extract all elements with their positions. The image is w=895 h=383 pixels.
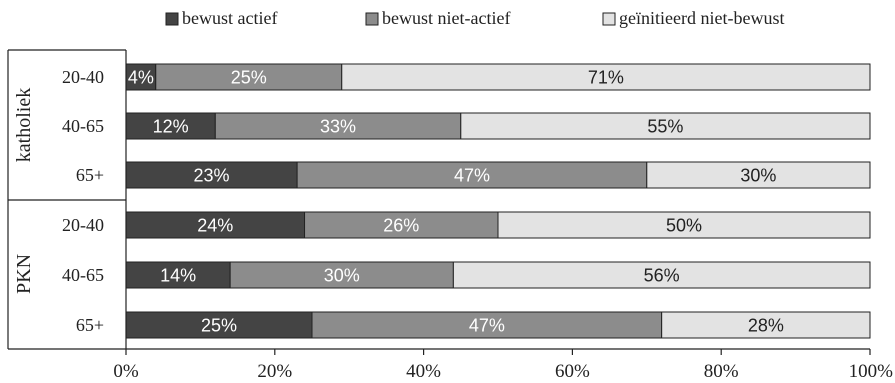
category-label: 40-65 xyxy=(62,116,104,136)
legend-swatch-2 xyxy=(365,12,379,26)
legend-swatch-3 xyxy=(602,12,616,26)
group-label: katholiek xyxy=(13,88,35,162)
bar-segment xyxy=(214,112,462,140)
bar-segment xyxy=(341,63,871,91)
x-tick-label: 40% xyxy=(406,361,441,382)
bar-segment xyxy=(125,211,306,239)
legend-swatch-1 xyxy=(165,12,179,26)
data-label: 47% xyxy=(454,166,490,186)
bar-segment xyxy=(646,161,871,189)
bar-segment xyxy=(155,63,343,91)
axes: 20-40 40-65 65+ 20-40 40-65 65+ katholiek PKN 0%… xyxy=(7,49,894,382)
category-label: 65+ xyxy=(76,165,104,185)
data-label: 28% xyxy=(748,316,784,336)
x-tick-label: 0% xyxy=(113,361,139,382)
bar-segment xyxy=(125,261,231,289)
x-tick-label: 80% xyxy=(704,361,739,382)
bar-segment xyxy=(296,161,648,189)
legend-label-2: bewust niet-actief xyxy=(382,8,510,28)
data-label: 4% xyxy=(128,68,154,88)
x-tick-label: 20% xyxy=(257,361,292,382)
data-label: 71% xyxy=(588,68,624,88)
legend-label-3: geïnitieerd niet-bewust xyxy=(619,8,784,28)
x-tick-label: 100% xyxy=(849,361,894,382)
category-label: 20-40 xyxy=(62,215,104,235)
data-label: 30% xyxy=(324,266,360,286)
data-label: 14% xyxy=(160,266,196,286)
bar-segment xyxy=(311,311,663,339)
data-label: 24% xyxy=(197,216,233,236)
group-label: PKN xyxy=(13,254,35,294)
data-label: 33% xyxy=(320,117,356,137)
category-label: 20-40 xyxy=(62,67,104,87)
legend-label-1: bewust actief xyxy=(182,8,277,28)
data-label: 30% xyxy=(740,166,776,186)
bar-segment xyxy=(661,311,871,339)
data-label: 56% xyxy=(644,266,680,286)
bar-segment xyxy=(497,211,871,239)
plot-area: 4% 25% 71% 12% 33% 55% 23% 47% 30% 24% 26% 50% 14% 30… xyxy=(125,63,871,339)
category-label: 65+ xyxy=(76,315,104,335)
data-label: 50% xyxy=(666,216,702,236)
bar-segment xyxy=(452,261,871,289)
legend: bewust actief bewust niet-actief geïnitiee… xyxy=(165,8,784,28)
x-tick-label: 60% xyxy=(555,361,590,382)
data-label: 47% xyxy=(469,316,505,336)
bar-segment xyxy=(460,112,871,140)
category-label: 40-65 xyxy=(62,265,104,285)
data-label: 12% xyxy=(153,117,189,137)
bar-segment xyxy=(125,161,298,189)
data-label: 26% xyxy=(383,216,419,236)
data-label: 25% xyxy=(201,316,237,336)
data-label: 23% xyxy=(194,166,230,186)
bar-segment xyxy=(229,261,454,289)
data-label: 55% xyxy=(647,117,683,137)
data-label: 25% xyxy=(231,68,267,88)
